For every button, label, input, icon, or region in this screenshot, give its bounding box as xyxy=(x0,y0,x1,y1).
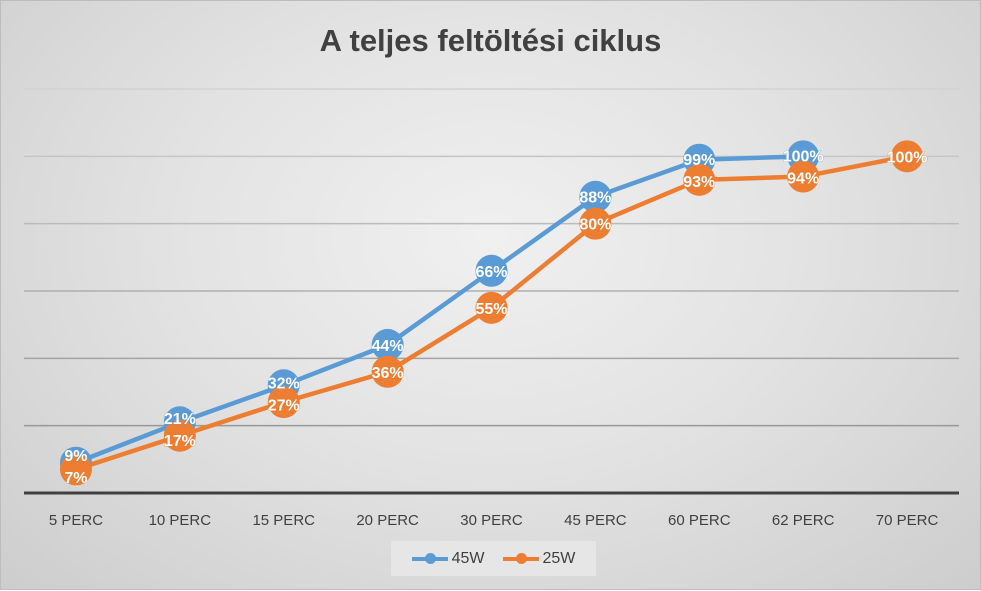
data-label: 17% xyxy=(164,433,196,450)
series-line-45w xyxy=(75,154,804,465)
data-point xyxy=(475,291,508,324)
x-tick-label: 30 PERC xyxy=(460,512,523,529)
data-label: 100% xyxy=(783,148,824,165)
data-point xyxy=(163,419,196,452)
legend: 45W 25W xyxy=(391,541,596,576)
data-label: 88% xyxy=(579,190,611,207)
x-tick-label: 10 PERC xyxy=(149,512,212,529)
data-label: 36% xyxy=(372,365,404,382)
data-label: 9% xyxy=(64,448,87,465)
legend-marker-25w xyxy=(502,552,539,564)
data-point xyxy=(267,386,300,419)
data-label: 32% xyxy=(268,376,300,393)
data-label: 93% xyxy=(683,174,715,191)
legend-label: 25W xyxy=(542,549,576,567)
data-point xyxy=(579,180,612,213)
data-label: 44% xyxy=(372,338,404,355)
data-label: 94% xyxy=(787,170,819,187)
x-tick-label: 62 PERC xyxy=(772,512,835,529)
legend-item-25w: 25W xyxy=(502,549,576,568)
data-point xyxy=(787,160,820,193)
x-tick-label: 70 PERC xyxy=(876,512,939,529)
data-label: 7% xyxy=(64,470,87,487)
data-point xyxy=(891,140,924,173)
data-label: 99% xyxy=(683,152,715,169)
x-tick-label: 45 PERC xyxy=(564,512,627,529)
legend-item-45w: 45W xyxy=(411,549,485,568)
legend-label: 45W xyxy=(451,549,485,567)
data-label: 100% xyxy=(887,149,928,166)
data-point xyxy=(579,207,612,240)
data-label: 66% xyxy=(475,264,507,281)
data-label: 55% xyxy=(475,301,507,318)
data-label: 27% xyxy=(268,398,300,415)
legend-marker-45w xyxy=(411,552,448,564)
chart-title: A teljes feltöltési ciklus xyxy=(319,23,662,58)
data-point xyxy=(371,355,404,388)
x-tick-label: 15 PERC xyxy=(252,512,315,529)
data-point xyxy=(59,453,92,486)
data-point xyxy=(475,254,508,287)
data-point xyxy=(683,163,716,196)
data-point xyxy=(371,328,404,361)
data-label: 80% xyxy=(579,217,611,234)
x-tick-label: 20 PERC xyxy=(356,512,419,529)
x-tick-label: 60 PERC xyxy=(668,512,731,529)
x-tick-label: 5 PERC xyxy=(49,512,103,529)
data-label: 21% xyxy=(164,411,196,428)
